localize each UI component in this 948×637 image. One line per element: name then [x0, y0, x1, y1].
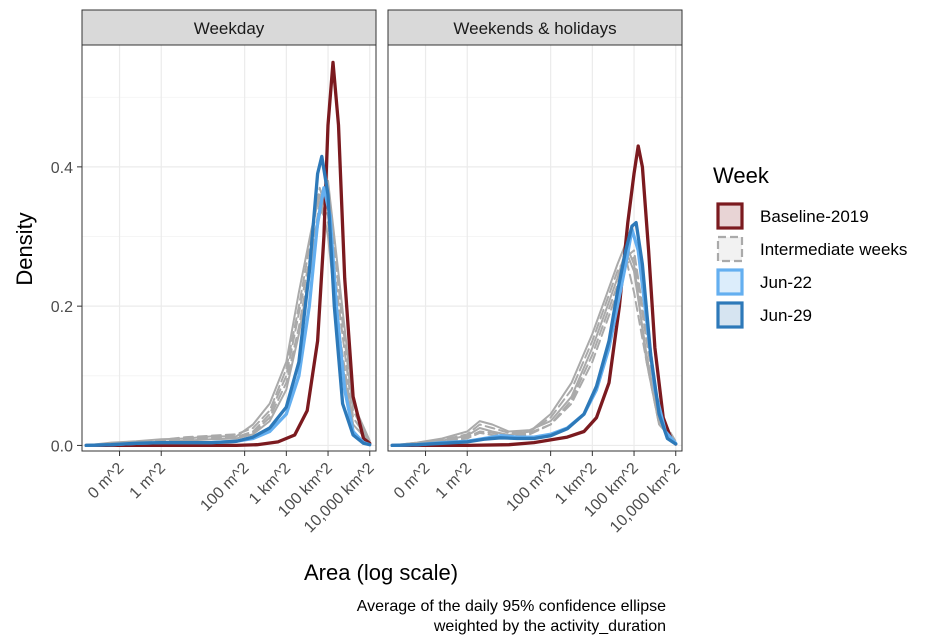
- facet-strip: [81, 9, 377, 46]
- y-tick-label: 0.0: [51, 438, 73, 455]
- legend-label: Jun-29: [760, 306, 812, 325]
- legend-key: [716, 268, 744, 296]
- y-tick-label: 0.4: [51, 160, 73, 177]
- series-line-baseline: [390, 144, 678, 448]
- y-axis-title: Density: [12, 212, 37, 285]
- caption-line-1: Average of the daily 95% confidence elli…: [357, 598, 666, 615]
- series-line-baseline: [84, 60, 372, 448]
- caption-line-2: weighted by the activity_duration: [433, 618, 666, 635]
- legend: Week Baseline-2019 Intermediate weeks Jun-2…: [713, 163, 907, 329]
- series-line-gray: [391, 242, 677, 447]
- x-tick-label: 1 m^2: [433, 460, 476, 503]
- x-tick-label: 0 m^2: [85, 460, 128, 503]
- legend-label: Baseline-2019: [760, 207, 869, 226]
- legend-label: Intermediate weeks: [760, 240, 907, 259]
- panel-background: [82, 45, 376, 451]
- x-tick-label: 1 m^2: [127, 460, 170, 503]
- y-axis: 0.0 0.2 0.4: [51, 160, 82, 455]
- legend-label: Jun-22: [760, 273, 812, 292]
- series-line-jun29: [84, 154, 372, 448]
- legend-swatch: [716, 202, 744, 230]
- legend-swatch: [716, 301, 744, 329]
- legend-swatch: [716, 268, 744, 296]
- panel-border: [387, 44, 683, 452]
- y-tick-label: 0.2: [51, 299, 73, 316]
- x-tick-label: 100 m^2: [197, 460, 252, 515]
- legend-key: [716, 202, 744, 230]
- panel-background: [388, 45, 682, 451]
- legend-key: [716, 301, 744, 329]
- panel-border: [81, 44, 377, 452]
- legend-title: Week: [713, 163, 770, 188]
- facet-title: Weekday: [194, 19, 265, 38]
- series-line-gray: [391, 256, 677, 447]
- x-axis-title: Area (log scale): [304, 560, 458, 585]
- legend-swatch: [716, 235, 744, 263]
- x-tick-label: 100 m^2: [503, 460, 558, 515]
- series-line-jun29: [390, 220, 678, 448]
- legend-key: [716, 235, 744, 263]
- facet-title: Weekends & holidays: [453, 19, 616, 38]
- x-tick-label: 0 m^2: [391, 460, 434, 503]
- series-line-gray: [391, 249, 677, 447]
- series-line-gray: [391, 256, 677, 447]
